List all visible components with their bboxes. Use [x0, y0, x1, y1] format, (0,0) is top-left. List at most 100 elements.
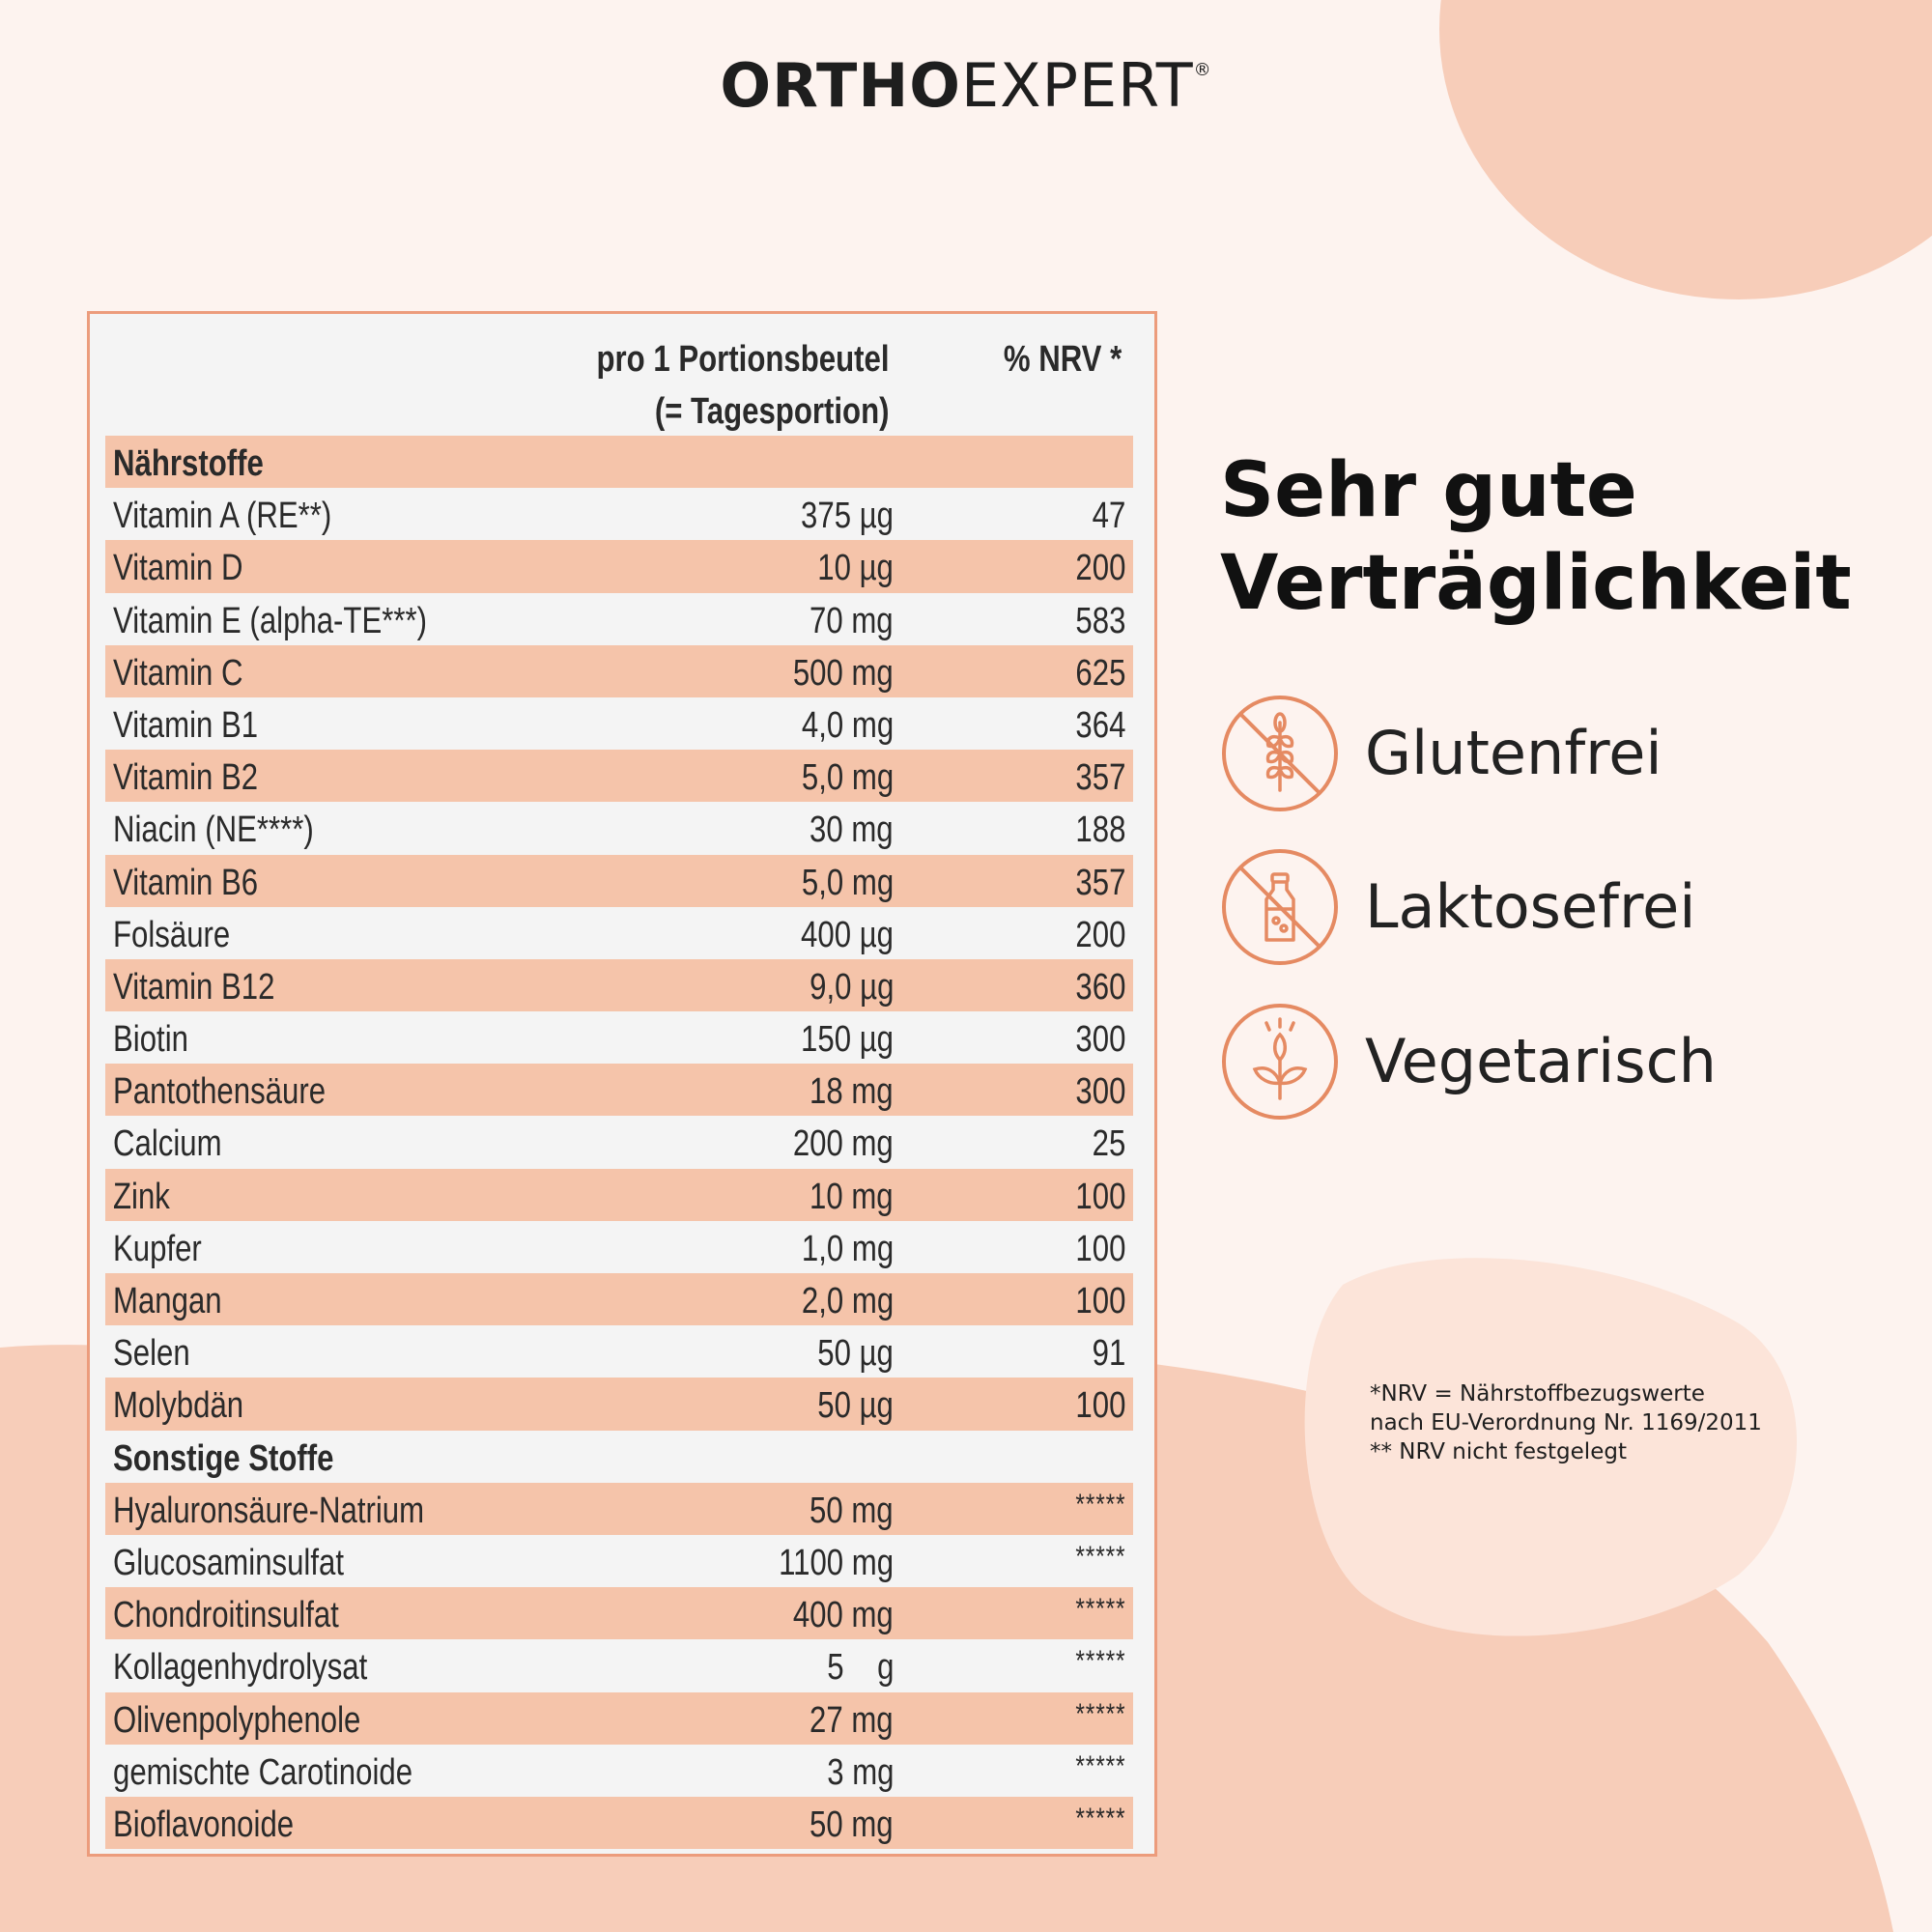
nutrient-name: Vitamin C [113, 652, 243, 694]
amount-cell: 70 mg [810, 600, 894, 641]
no-lactose-icon [1222, 849, 1338, 965]
amount-cell: 2,0 mg [801, 1281, 894, 1321]
amount-cell: 1100 mg [779, 1542, 894, 1583]
table-header: pro 1 Portionsbeutel (= Tagesportion) % … [90, 314, 1154, 436]
amount-cell: 50 mg [810, 1490, 894, 1531]
nutrient-name: Vitamin D [113, 548, 243, 589]
nrv-cell: 100 [1075, 1228, 1125, 1269]
nutrient-name: Chondroitinsulfat [113, 1595, 339, 1636]
nutrient-name: Selen [113, 1333, 190, 1375]
nrv-cell: 100 [1075, 1385, 1125, 1427]
table-row: gemischte Carotinoide 3 mg ***** [105, 1745, 1133, 1797]
feature-vegetarisch: Vegetarisch [1220, 1002, 1800, 1122]
table-row: Kupfer 1,0 mg 100 [105, 1221, 1133, 1273]
header-nrv: % NRV * [1003, 339, 1122, 380]
table-row: Vitamin B2 5,0 mg 357 [105, 750, 1133, 803]
table-rows: Nährstoffe Vitamin A (RE**) 375 µg 47 Vitami… [105, 436, 1133, 1850]
amount-cell: 18 mg [810, 1071, 894, 1113]
headline: Sehr gute Verträglichkeit [1220, 444, 1852, 630]
header-portion-line1: pro 1 Portionsbeutel [596, 339, 889, 380]
table-row: Hyaluronsäure-Natrium 50 mg ***** [105, 1482, 1133, 1535]
brand-light: EXPERT [960, 50, 1194, 121]
nrv-cell: 360 [1075, 966, 1125, 1008]
nrv-cell: 200 [1075, 914, 1125, 955]
amount-cell: 3 mg [826, 1751, 894, 1793]
table-row: Selen 50 µg 91 [105, 1325, 1133, 1378]
nrv-cell: 188 [1075, 810, 1125, 851]
nrv-cell: 357 [1075, 862, 1125, 903]
nutrient-name: Vitamin B1 [113, 704, 259, 746]
table-row: Pantothensäure 18 mg 300 [105, 1064, 1133, 1117]
blob-footnote [1304, 1258, 1797, 1636]
nutrient-name: Mangan [113, 1281, 222, 1321]
amount-cell: 9,0 µg [809, 966, 894, 1008]
nutrient-name: Niacin (NE****) [113, 810, 314, 851]
table-row: Vitamin C 500 mg 625 [105, 644, 1133, 697]
brand-logo: ORTHOEXPERT® [0, 50, 1932, 121]
feature-label: Glutenfrei [1365, 718, 1662, 788]
amount-cell: 50 µg [817, 1385, 894, 1427]
amount-cell: 50 µg [817, 1333, 894, 1375]
header-portion: pro 1 Portionsbeutel (= Tagesportion) [596, 333, 889, 438]
nrv-cell: 300 [1075, 1019, 1125, 1061]
nrv-cell: ***** [1075, 1697, 1125, 1730]
footnote-line3: ** NRV nicht festgelegt [1370, 1439, 1627, 1464]
nutrient-name: Vitamin E (alpha-TE***) [113, 600, 428, 641]
amount-cell: 1,0 mg [801, 1228, 894, 1269]
table-row: Folsäure 400 µg 200 [105, 907, 1133, 959]
feature-glutenfrei: Glutenfrei [1220, 694, 1800, 813]
section-title: Sonstige Stoffe [113, 1437, 334, 1479]
table-row: Niacin (NE****) 30 mg 188 [105, 802, 1133, 854]
nutrient-name: Calcium [113, 1123, 222, 1165]
nrv-cell: 625 [1075, 652, 1125, 694]
nrv-cell: ***** [1075, 1802, 1125, 1834]
section-header-row: Sonstige Stoffe [105, 1431, 1133, 1483]
amount-cell: 400 mg [793, 1595, 894, 1636]
amount-cell: 150 µg [801, 1019, 894, 1061]
no-gluten-icon [1222, 696, 1338, 811]
nutrient-name: Pantothensäure [113, 1071, 327, 1113]
footnote: *NRV = Nährstoffbezugswerte nach EU-Vero… [1370, 1379, 1762, 1466]
headline-line2: Verträglichkeit [1220, 540, 1852, 627]
amount-cell: 50 mg [810, 1804, 894, 1845]
brand-bold: ORTHO [720, 50, 961, 121]
nutrition-table: pro 1 Portionsbeutel (= Tagesportion) % … [87, 311, 1157, 1857]
feature-label: Vegetarisch [1365, 1026, 1717, 1096]
table-row: Zink 10 mg 100 [105, 1168, 1133, 1221]
table-row: Bioflavonoide 50 mg ***** [105, 1796, 1133, 1850]
table-row: Molybdän 50 µg 100 [105, 1378, 1133, 1431]
nrv-cell: 357 [1075, 757, 1125, 799]
table-row: Vitamin B12 9,0 µg 360 [105, 958, 1133, 1012]
nrv-cell: ***** [1075, 1488, 1125, 1520]
amount-cell: 400 µg [801, 914, 894, 955]
amount-cell: 200 mg [793, 1123, 894, 1165]
feature-label: Laktosefrei [1365, 871, 1696, 942]
nutrient-name: Vitamin B6 [113, 862, 259, 903]
nutrient-name: Vitamin A (RE**) [113, 496, 332, 537]
table-row: Kollagenhydrolysat 5 g ***** [105, 1639, 1133, 1691]
footnote-line1: *NRV = Nährstoffbezugswerte [1370, 1381, 1705, 1406]
table-row: Vitamin E (alpha-TE***) 70 mg 583 [105, 593, 1133, 645]
table-row: Biotin 150 µg 300 [105, 1011, 1133, 1064]
table-row: Vitamin B6 5,0 mg 357 [105, 854, 1133, 907]
nutrient-name: Kollagenhydrolysat [113, 1647, 368, 1689]
nrv-cell: 91 [1092, 1333, 1125, 1375]
brand-mark: ® [1193, 60, 1212, 80]
nutrient-name: Folsäure [113, 914, 231, 955]
headline-line1: Sehr gute [1220, 447, 1637, 534]
table-row: Calcium 200 mg 25 [105, 1116, 1133, 1168]
header-portion-line2: (= Tagesportion) [654, 391, 889, 432]
amount-cell: 4,0 mg [801, 704, 894, 746]
table-row: Vitamin B1 4,0 mg 364 [105, 697, 1133, 750]
feature-laktosefrei: Laktosefrei [1220, 847, 1800, 967]
nutrient-name: Glucosaminsulfat [113, 1542, 345, 1583]
nrv-cell: 25 [1092, 1123, 1125, 1165]
amount-cell: 27 mg [810, 1699, 894, 1741]
nutrient-name: Bioflavonoide [113, 1804, 295, 1845]
blob-top-right [1439, 0, 1932, 299]
nrv-cell: 100 [1075, 1281, 1125, 1321]
nutrient-name: Hyaluronsäure-Natrium [113, 1490, 425, 1531]
amount-cell: 10 mg [810, 1176, 894, 1217]
nrv-cell: 47 [1092, 496, 1125, 537]
footnote-line2: nach EU-Verordnung Nr. 1169/2011 [1370, 1410, 1762, 1435]
